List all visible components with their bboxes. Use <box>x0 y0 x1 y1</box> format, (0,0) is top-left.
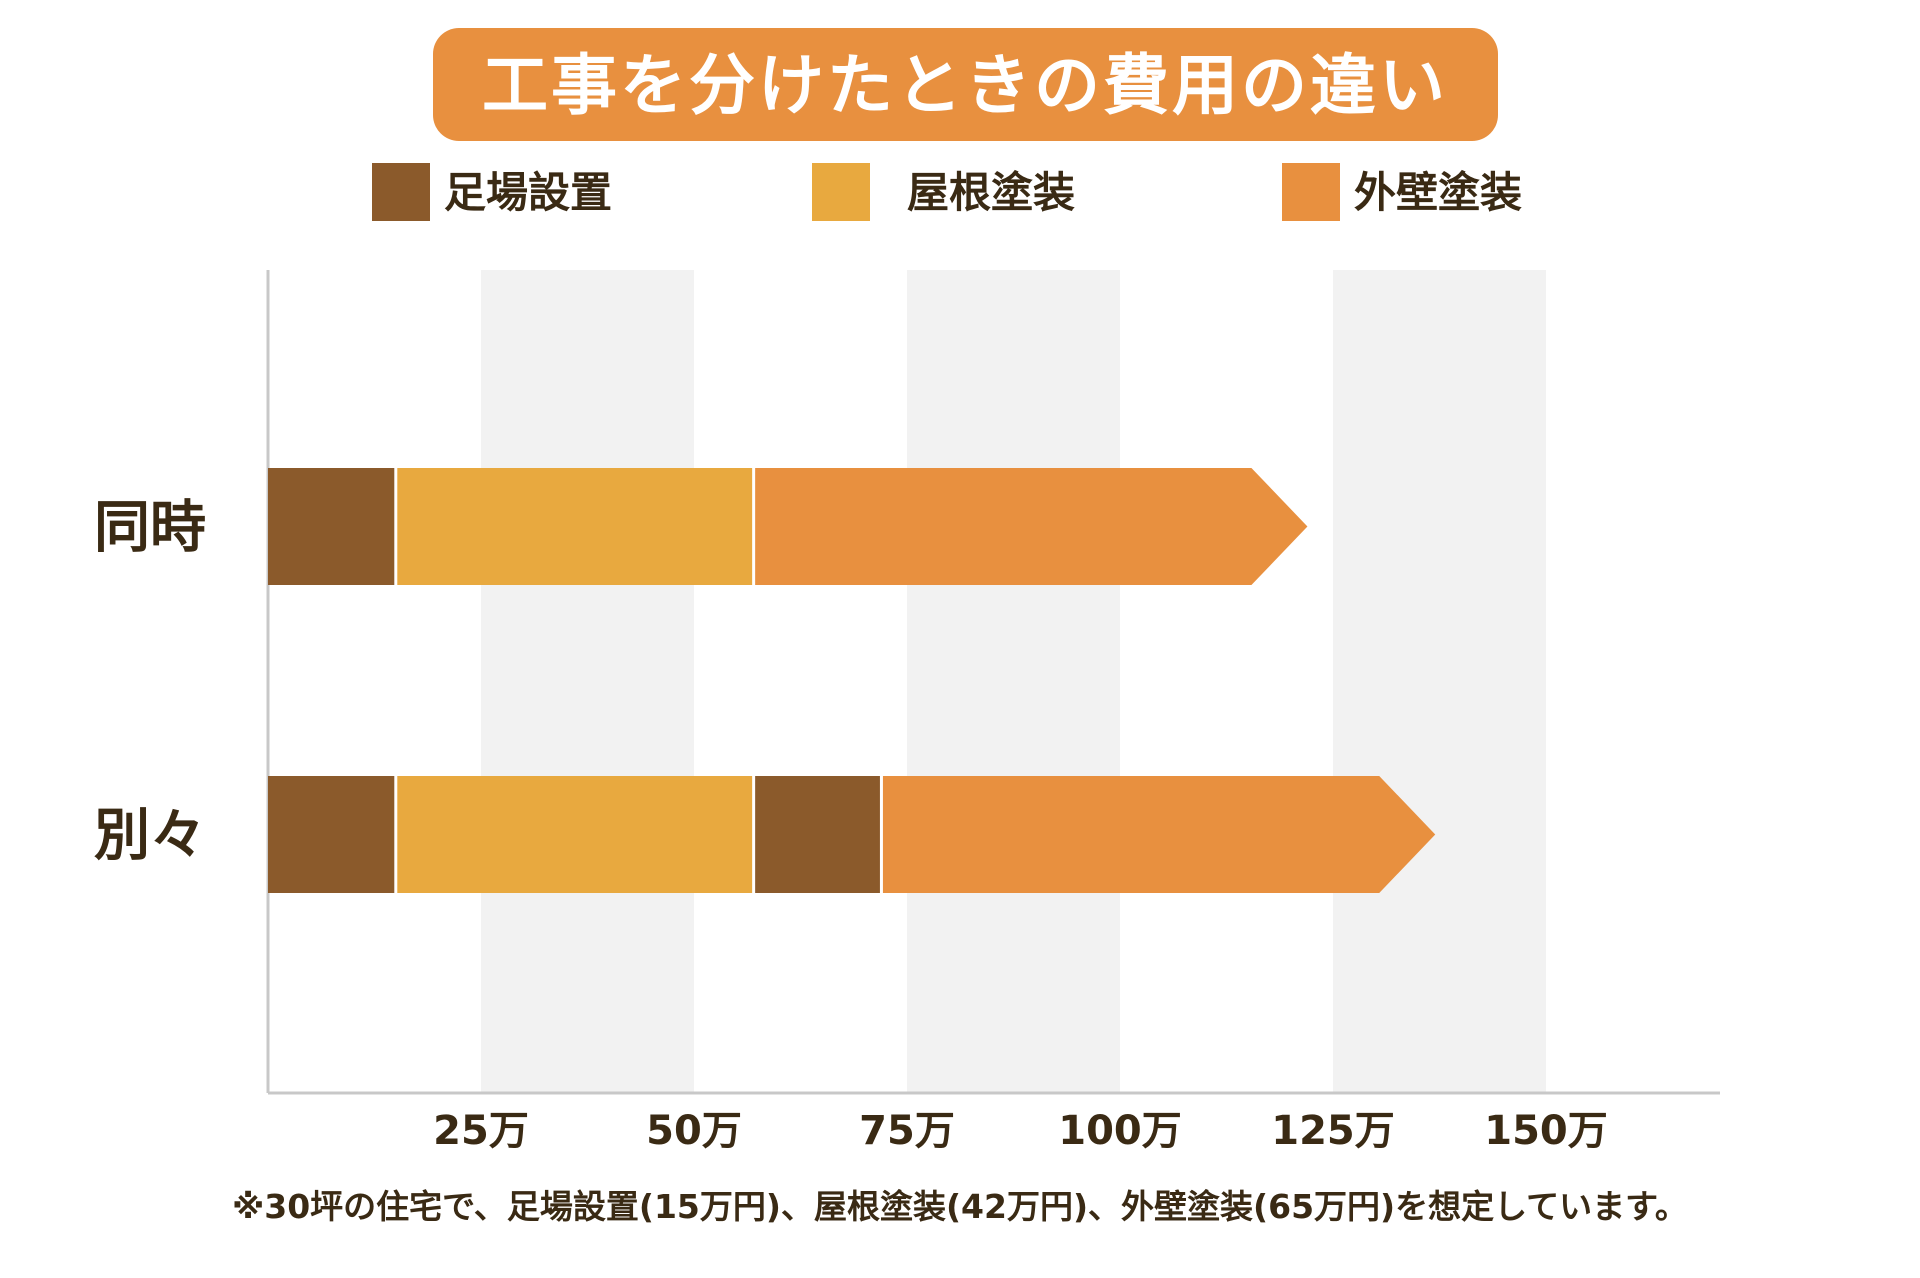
title-banner: 工事を分けたときの費用の違い <box>433 28 1498 141</box>
grid-band <box>1333 270 1546 1093</box>
bar-segment <box>395 468 754 585</box>
bar-segment <box>881 776 1436 893</box>
legend-label: 足場設置 <box>444 168 612 217</box>
grid-band <box>481 270 694 1093</box>
bars <box>268 468 1436 893</box>
bar-segment <box>753 776 882 893</box>
category-label: 別々 <box>94 804 206 869</box>
x-tick-label: 75万 <box>859 1108 955 1154</box>
bar-segment <box>268 776 396 893</box>
title-background <box>433 28 1498 141</box>
footnote: ※30坪の住宅で、足場設置(15万円)、屋根塗装(42万円)、外壁塗装(65万円… <box>232 1187 1688 1226</box>
x-tick-label: 125万 <box>1271 1108 1395 1154</box>
legend-swatch <box>1282 163 1340 221</box>
chart-title: 工事を分けたときの費用の違い <box>482 47 1448 124</box>
legend-entry: 屋根塗装 <box>812 163 1075 221</box>
x-tick-labels: 25万 50万 75万 100万 125万 150万 <box>433 1108 1608 1154</box>
x-tick-label: 25万 <box>433 1108 529 1154</box>
legend-swatch <box>812 163 870 221</box>
legend: 足場設置 屋根塗装 外壁塗装 <box>372 163 1522 221</box>
bar-segment <box>395 776 754 893</box>
x-tick-label: 50万 <box>646 1108 742 1154</box>
legend-swatch <box>372 163 430 221</box>
legend-label: 外壁塗装 <box>1354 168 1522 217</box>
legend-entry: 外壁塗装 <box>1282 163 1522 221</box>
x-tick-label: 100万 <box>1058 1108 1182 1154</box>
legend-entry: 足場設置 <box>372 163 612 221</box>
bar-1 <box>268 468 1308 585</box>
x-tick-label: 150万 <box>1484 1108 1608 1154</box>
axes <box>266 270 1720 1095</box>
bar-segment <box>753 468 1308 585</box>
grid-bands <box>481 270 1546 1093</box>
category-label: 同時 <box>94 496 206 561</box>
bar-2 <box>268 776 1436 893</box>
grid-band <box>907 270 1120 1093</box>
legend-label: 屋根塗装 <box>907 168 1075 217</box>
bar-segment <box>268 468 396 585</box>
